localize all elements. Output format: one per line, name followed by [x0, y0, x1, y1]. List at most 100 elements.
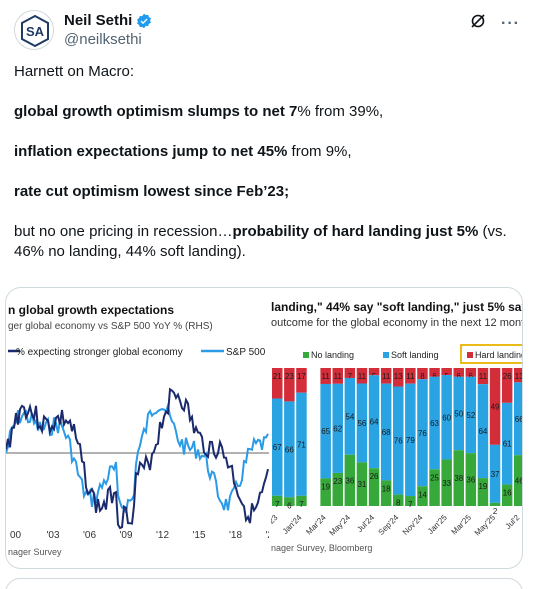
bar-value-label: 14: [418, 490, 427, 499]
bar-value-label: 8: [420, 372, 425, 381]
bar-hard-landing: [501, 368, 513, 403]
bar-no-landing: [417, 486, 428, 506]
bar-value-label: 76: [418, 429, 427, 438]
landing-chart-svg: landing," 44% say "soft landing," just 5…: [271, 300, 523, 553]
bar-soft-landing: [393, 386, 404, 495]
chart1-x-tick: '12: [156, 530, 169, 541]
more-icon[interactable]: ···: [501, 14, 520, 32]
bar-value-label: 11: [479, 372, 488, 381]
bar-value-label: 17: [297, 372, 306, 381]
author-handle[interactable]: @neilksethi: [64, 31, 142, 48]
bar-no-landing: [453, 450, 464, 506]
bar-hard-landing: [429, 368, 440, 377]
bar-hard-landing: [356, 368, 368, 384]
growth-expectations-chart[interactable]: n global growth expectations ger global …: [6, 288, 270, 568]
bar-hard-landing: [368, 368, 380, 376]
chart1-legend-2: S&P 500 |: [226, 347, 269, 358]
bar-value-label: 23: [333, 477, 342, 486]
bar-soft-landing: [417, 379, 428, 487]
grok-icon[interactable]: [469, 12, 487, 35]
bar-soft-landing: [272, 398, 283, 496]
bar-soft-landing: [514, 382, 522, 456]
chart1-x-tick: '03: [47, 530, 60, 541]
bar-hard-landing: [489, 368, 501, 445]
bar-value-label: 11: [358, 372, 367, 381]
bar-hard-landing: [453, 368, 464, 377]
tweet-line: rate cut optimism lowest since Feb’23;: [14, 182, 526, 202]
bar-value-label: 50: [454, 410, 463, 419]
bar-soft-landing: [380, 383, 392, 481]
bar-value-label: 67: [273, 443, 282, 452]
svg-text:SA: SA: [26, 24, 45, 39]
bar-value-label: 33: [442, 479, 451, 488]
bar-no-landing: [441, 459, 452, 506]
bar-no-landing: [514, 455, 522, 506]
bar-soft-landing: [429, 376, 440, 470]
chart1-x-tick: '2: [266, 530, 270, 541]
bar-soft-landing: [356, 383, 368, 463]
bar-value-label: 16: [503, 489, 512, 498]
verified-badge-icon: [137, 13, 152, 28]
bar-value-label: 11: [321, 372, 330, 381]
chart2-x-tick: Jan'25: [426, 513, 449, 536]
chart2-source: nager Survey, Bloomberg: [271, 543, 372, 553]
tweet-line-1: Harnett on Macro:: [14, 63, 135, 80]
chart2-x-tick: Jan'24: [281, 513, 304, 536]
bar-value-label: 76: [394, 437, 403, 446]
bar-hard-landing: [284, 368, 295, 402]
legend-soft-landing-swatch: [383, 352, 389, 358]
tweet-line-5-pre: but no one pricing in recession…: [14, 223, 233, 240]
next-card-edge[interactable]: [5, 578, 523, 589]
bar-value-label: 68: [382, 428, 391, 437]
bar-value-label: 26: [503, 372, 512, 381]
bar-no-landing: [272, 495, 283, 506]
bar-soft-landing: [501, 402, 513, 485]
chart1-subtitle: ger global economy vs S&P 500 YoY % (RHS…: [8, 321, 213, 332]
bar-value-label: 62: [333, 424, 342, 433]
bar-no-landing: [465, 453, 477, 506]
chart2-x-tick: Jul'2: [504, 513, 522, 531]
bar-value-label: 56: [357, 419, 366, 428]
author-row: Neil Sethi: [64, 12, 152, 29]
chart2-x-tick: r'23: [271, 513, 280, 529]
chart2-x-tick: Mar'25: [450, 513, 474, 537]
bar-value-label: 63: [430, 419, 439, 428]
bar-hard-landing: [417, 368, 428, 380]
bar-hard-landing: [514, 368, 522, 383]
bar-value-label: 8: [396, 499, 401, 508]
bar-value-label: 19: [478, 482, 487, 491]
chart2-title: landing," 44% say "soft landing," just 5…: [271, 300, 523, 314]
bar-value-label: 38: [454, 474, 463, 483]
bar-hard-landing: [296, 368, 307, 393]
bar-value-label: 71: [297, 440, 306, 449]
bar-no-landing: [344, 454, 356, 506]
chart1-source: nager Survey: [8, 547, 62, 557]
tweet-line: but no one pricing in recession…probabil…: [14, 222, 526, 262]
avatar[interactable]: SA: [14, 10, 54, 50]
author-name[interactable]: Neil Sethi: [64, 12, 133, 29]
bar-value-label: 36: [345, 476, 354, 485]
bar-value-label: 6: [457, 372, 462, 381]
bar-hard-landing: [344, 368, 356, 378]
tweet-line-3-bold: inflation expectations jump to net 45%: [14, 143, 288, 160]
bar-soft-landing: [489, 444, 501, 503]
bar-no-landing: [380, 480, 392, 506]
bar-value-label: 23: [285, 372, 294, 381]
chart2-x-tick: Jul'24: [355, 513, 376, 534]
legend-no-landing: No landing: [311, 350, 354, 360]
bar-value-label: 66: [515, 415, 523, 424]
bar-no-landing: [332, 472, 343, 506]
bar-soft-landing: [320, 383, 331, 479]
chart2-x-tick: Mar'24: [304, 513, 328, 537]
landing-survey-chart[interactable]: landing," 44% say "soft landing," just 5…: [271, 288, 523, 568]
header-actions: ···: [469, 12, 520, 35]
bar-value-label: 13: [515, 372, 523, 381]
bar-hard-landing: [441, 368, 452, 376]
bar-no-landing: [368, 468, 380, 506]
bar-soft-landing: [332, 383, 343, 473]
media-grid[interactable]: n global growth expectations ger global …: [5, 287, 523, 569]
chart2-x-tick: Sep'24: [377, 513, 401, 537]
bar-value-label: 37: [491, 470, 500, 479]
chart1-legend-1: % expecting stronger global economy: [16, 347, 183, 358]
tweet-line: Harnett on Macro:: [14, 62, 526, 82]
